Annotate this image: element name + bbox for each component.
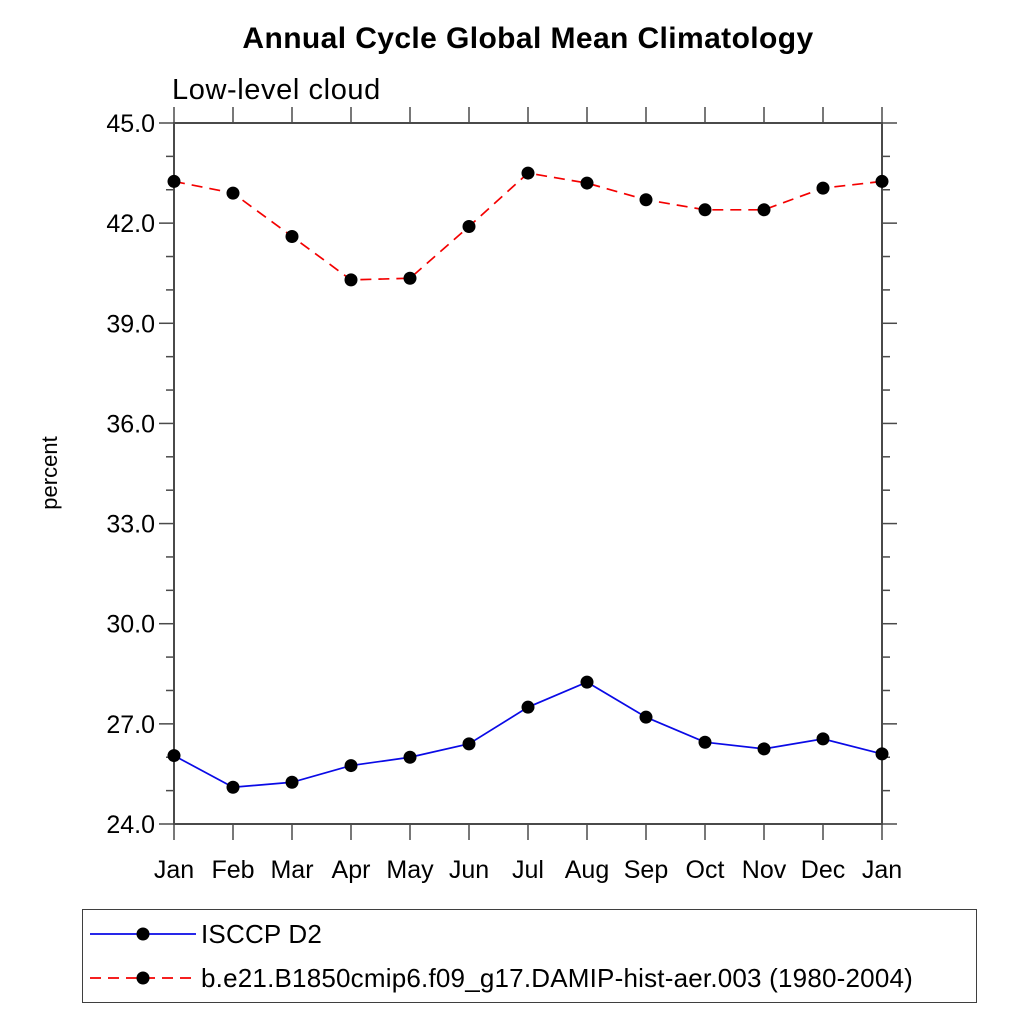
y-tick-label: 33.0 xyxy=(106,511,155,539)
data-point-marker xyxy=(344,273,358,287)
data-point-marker xyxy=(403,750,417,764)
data-point-marker xyxy=(580,176,594,190)
y-tick-label: 30.0 xyxy=(106,611,155,639)
x-tick-label: Sep xyxy=(624,856,668,884)
x-tick-label: Jun xyxy=(449,856,489,884)
y-tick-label: 24.0 xyxy=(106,811,155,839)
legend-row: b.e21.B1850cmip6.f09_g17.DAMIP-hist-aer.… xyxy=(88,958,976,998)
data-point-marker xyxy=(285,775,299,789)
y-tick-label: 42.0 xyxy=(106,210,155,238)
x-tick-label: Jan xyxy=(154,856,194,884)
data-point-marker xyxy=(639,710,653,724)
x-tick-label: Jul xyxy=(512,856,544,884)
series-line-solid xyxy=(173,681,883,789)
legend-label: b.e21.B1850cmip6.f09_g17.DAMIP-hist-aer.… xyxy=(201,962,913,993)
data-point-marker xyxy=(521,700,535,714)
data-point-marker xyxy=(757,203,771,217)
data-point-marker xyxy=(226,186,240,200)
x-tick-label: Feb xyxy=(211,856,254,884)
data-point-marker xyxy=(639,193,653,207)
data-point-marker xyxy=(462,737,476,751)
x-tick-label: Apr xyxy=(332,856,371,884)
data-point-marker xyxy=(344,759,358,773)
chart-subtitle: Low-level cloud xyxy=(172,74,381,106)
legend-line-sample xyxy=(90,971,196,985)
x-tick-label: Mar xyxy=(270,856,313,884)
data-point-marker xyxy=(698,735,712,749)
x-tick-label: Aug xyxy=(565,856,609,884)
data-point-marker xyxy=(698,203,712,217)
legend-box: ISCCP D2 b.e21.B1850cmip6.f09_g17.DAMIP-h… xyxy=(82,909,977,1003)
y-tick-label: 39.0 xyxy=(106,310,155,338)
legend-label: ISCCP D2 xyxy=(201,918,323,949)
chart-title: Annual Cycle Global Mean Climatology xyxy=(242,22,814,55)
data-point-marker xyxy=(816,732,830,746)
data-point-marker xyxy=(167,174,181,188)
data-point-marker xyxy=(875,174,889,188)
x-tick-label: Oct xyxy=(686,856,725,884)
y-tick-label: 27.0 xyxy=(106,711,155,739)
x-tick-label: Nov xyxy=(742,856,787,884)
legend-marker-icon xyxy=(136,971,150,985)
plot-border xyxy=(173,122,883,825)
data-point-marker xyxy=(226,780,240,794)
x-tick-label: Jan xyxy=(862,856,902,884)
data-point-marker xyxy=(285,229,299,243)
x-tick-label: May xyxy=(386,856,434,884)
data-point-marker xyxy=(757,742,771,756)
legend-row: ISCCP D2 xyxy=(88,914,976,954)
series-line-dashed xyxy=(173,172,883,281)
y-tick-label: 45.0 xyxy=(106,110,155,138)
data-point-marker xyxy=(462,219,476,233)
data-point-marker xyxy=(403,271,417,285)
legend-line-sample xyxy=(90,927,196,941)
data-point-marker xyxy=(521,166,535,180)
data-point-marker xyxy=(167,749,181,763)
y-tick-label: 36.0 xyxy=(106,410,155,438)
data-point-marker xyxy=(580,675,594,689)
legend-marker-icon xyxy=(136,927,150,941)
x-tick-label: Dec xyxy=(801,856,845,884)
data-point-marker xyxy=(875,747,889,761)
data-point-marker xyxy=(816,181,830,195)
